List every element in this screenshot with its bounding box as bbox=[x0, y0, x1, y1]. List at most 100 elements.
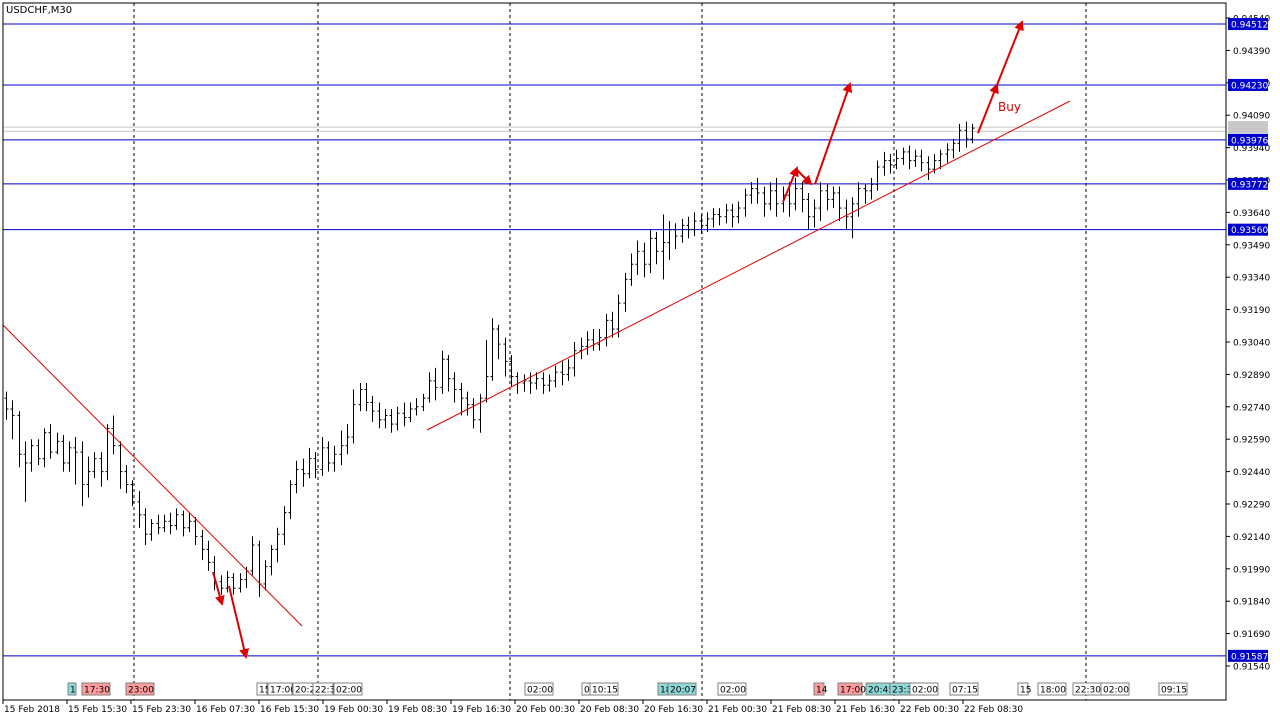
grid bbox=[133, 3, 1087, 700]
ohlc-bar bbox=[111, 415, 116, 455]
ohlc-bar bbox=[661, 214, 666, 280]
ohlc-bar bbox=[345, 424, 350, 455]
ohlc-bar bbox=[541, 372, 546, 394]
event-label-box bbox=[1017, 682, 1029, 696]
chart-title: USDCHF,M30 bbox=[6, 5, 72, 16]
ohlc-bar bbox=[130, 480, 135, 507]
uptrend-line bbox=[426, 100, 1071, 431]
event-label-box bbox=[125, 682, 155, 696]
x-tick-label: 20 Feb 08:30 bbox=[580, 705, 639, 715]
forecast-arrow bbox=[228, 585, 249, 659]
event-label-box bbox=[256, 682, 268, 696]
ohlc-bar bbox=[970, 123, 975, 144]
ohlc-bar bbox=[768, 182, 773, 211]
ohlc-bar bbox=[926, 156, 931, 180]
price-level-label: 0.93560 bbox=[1231, 226, 1268, 236]
ohlc-bar bbox=[414, 398, 419, 416]
ohlc-bar bbox=[875, 160, 880, 191]
event-label-box bbox=[1158, 682, 1188, 696]
ohlc-bar bbox=[534, 372, 539, 390]
price-level-label-box bbox=[1228, 177, 1268, 190]
ohlc-bar bbox=[749, 182, 754, 204]
ohlc-bar bbox=[23, 441, 28, 502]
y-tick-label: 0.93190 bbox=[1233, 306, 1270, 316]
ohlc-bar bbox=[692, 212, 697, 237]
y-tick-label: 0.91840 bbox=[1233, 598, 1270, 608]
event-label: 02:00 bbox=[527, 686, 553, 696]
event-label-box bbox=[524, 682, 554, 696]
event-label: 20:45 bbox=[868, 686, 894, 696]
ohlc-bar bbox=[705, 212, 710, 232]
ohlc-bar bbox=[263, 560, 268, 591]
forecast-arrow bbox=[212, 571, 225, 606]
ohlc-bar bbox=[490, 318, 495, 381]
event-label: 02:00 bbox=[720, 686, 746, 696]
price-level-label: 0.94230 bbox=[1231, 81, 1268, 91]
ohlc-bar bbox=[118, 441, 123, 489]
x-tick-label: 21 Feb 00:30 bbox=[708, 705, 767, 715]
forecast-arrow bbox=[996, 20, 1024, 86]
ohlc-bar bbox=[882, 151, 887, 176]
ohlc-bar bbox=[320, 437, 325, 476]
ohlc-bar bbox=[635, 240, 640, 276]
ohlc-bar bbox=[667, 221, 672, 260]
event-label: 0 bbox=[584, 686, 590, 696]
ohlc-bar bbox=[55, 432, 60, 455]
ohlc-bar bbox=[332, 445, 337, 472]
event-label: 22:3 bbox=[315, 686, 335, 696]
y-tick-label: 0.93340 bbox=[1233, 274, 1270, 284]
ohlc-bar bbox=[282, 506, 287, 546]
y-tick-label: 0.93490 bbox=[1233, 241, 1270, 251]
ohlc-bar bbox=[73, 437, 78, 485]
forecast-arrow bbox=[796, 169, 813, 186]
event-label: 15 bbox=[259, 686, 270, 696]
ohlc-bar bbox=[566, 359, 571, 381]
x-tick-label: 15 Feb 15:30 bbox=[68, 705, 127, 715]
event-label: 18:00 bbox=[1040, 686, 1066, 696]
ohlc-bar bbox=[143, 508, 148, 546]
ohlc-bar bbox=[604, 313, 609, 347]
ohlc-bar bbox=[774, 177, 779, 217]
event-label-box bbox=[333, 682, 363, 696]
downtrend-line bbox=[2, 324, 303, 627]
y-tick-label: 0.94390 bbox=[1233, 47, 1270, 57]
ohlc-bar bbox=[99, 452, 104, 487]
x-tick-label: 21 Feb 16:30 bbox=[836, 705, 895, 715]
ohlc-bar bbox=[86, 456, 91, 498]
ohlc-bar bbox=[408, 402, 413, 422]
y-tick-label: 0.92740 bbox=[1233, 403, 1270, 413]
ohlc-bar bbox=[597, 329, 602, 351]
event-label-box bbox=[717, 682, 747, 696]
ohlc-bar bbox=[907, 145, 912, 170]
ohlc-bar bbox=[294, 460, 299, 494]
price-level-label-box bbox=[1228, 133, 1268, 146]
price-level-label: 0.93772 bbox=[1231, 180, 1268, 190]
ohlc-bar bbox=[825, 184, 830, 211]
ohlc-bar bbox=[938, 149, 943, 170]
buy-annotation: Buy bbox=[998, 100, 1021, 114]
ohlc-bar bbox=[193, 516, 198, 546]
ohlc-bar bbox=[478, 393, 483, 433]
ohlc-bar bbox=[509, 354, 514, 388]
ohlc-bar bbox=[92, 452, 97, 479]
y-tick-label: 0.92440 bbox=[1233, 468, 1270, 478]
ohlc-bar bbox=[36, 439, 41, 466]
price-level-label-box bbox=[1228, 78, 1268, 91]
ohlc-bar bbox=[945, 143, 950, 163]
ohlc-bar bbox=[806, 192, 811, 230]
event-label: 22:30 bbox=[1075, 686, 1101, 696]
ohlc-bar bbox=[80, 441, 85, 507]
x-tick-label: 15 Feb 2018 bbox=[4, 705, 60, 715]
ohlc-bar bbox=[465, 391, 470, 416]
ohlc-bar bbox=[547, 374, 552, 392]
ohlc-bar bbox=[377, 402, 382, 429]
ohlc-bar bbox=[42, 428, 47, 468]
ohlc-bar bbox=[105, 424, 110, 481]
event-label: 14 bbox=[816, 686, 828, 696]
ohlc-bar bbox=[225, 570, 230, 593]
ohlc-bar bbox=[446, 354, 451, 392]
event-label-box bbox=[949, 682, 979, 696]
ohlc-bar bbox=[818, 182, 823, 222]
